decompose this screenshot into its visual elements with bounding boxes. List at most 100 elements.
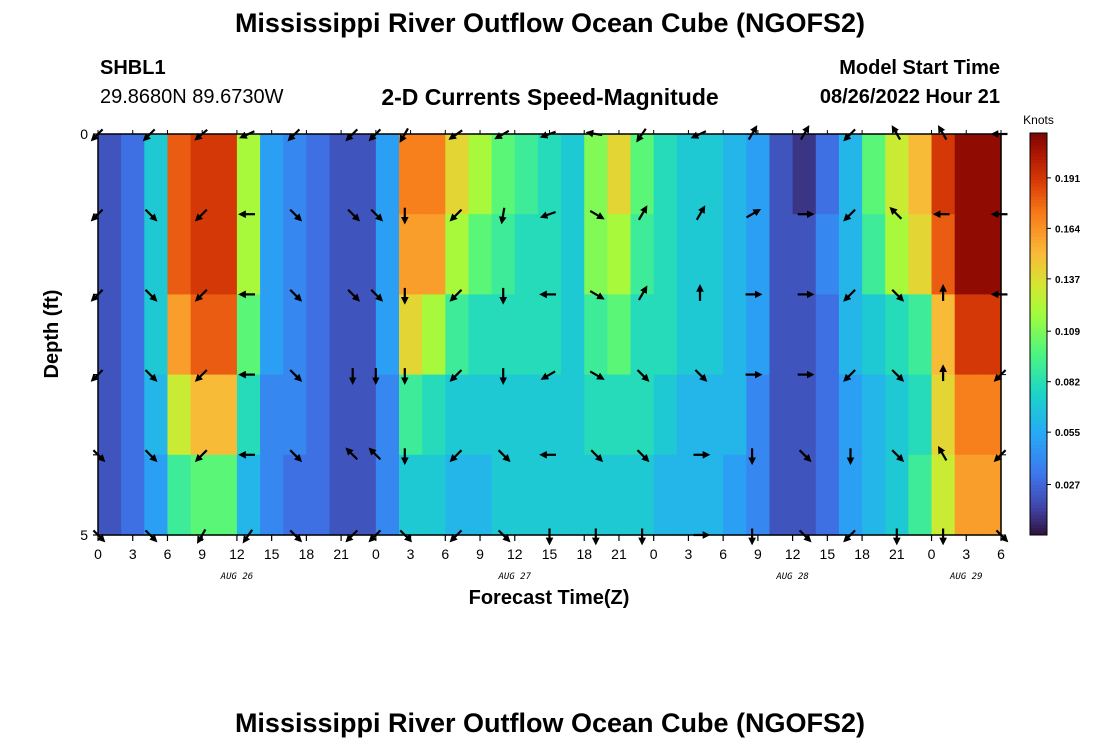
current-arrow <box>745 208 762 219</box>
heat-cell <box>584 134 608 215</box>
heat-cell <box>815 374 840 456</box>
heat-cell <box>121 294 145 376</box>
colorbar-segment <box>1030 327 1047 332</box>
heat-cell <box>769 454 794 536</box>
current-arrow <box>798 449 812 463</box>
heat-cell <box>908 454 933 536</box>
heat-cell <box>977 454 1002 536</box>
heat-cell <box>260 134 284 215</box>
heat-cell <box>630 294 655 376</box>
current-arrow <box>843 289 856 302</box>
x-tick-label: 9 <box>754 546 762 562</box>
current-arrow <box>449 208 463 222</box>
heat-cell <box>838 454 863 536</box>
heat-cell <box>375 214 400 295</box>
colorbar-segment <box>1030 226 1047 231</box>
heat-cell <box>815 294 840 376</box>
heat-cell <box>908 214 933 295</box>
heat-cell <box>491 454 516 536</box>
colorbar-segment <box>1030 213 1047 218</box>
heat-cell <box>723 294 747 376</box>
colorbar-segment <box>1030 518 1047 523</box>
current-arrow <box>194 208 208 222</box>
colorbar-segment <box>1030 444 1047 449</box>
x-tick-label: 6 <box>441 546 449 562</box>
heat-cell <box>954 214 979 295</box>
current-arrow <box>636 369 650 382</box>
colorbar-segment <box>1030 330 1047 335</box>
colorbar-title: Knots <box>1023 113 1054 127</box>
colorbar-segment <box>1030 233 1047 238</box>
x-tick-label: 21 <box>889 546 905 562</box>
heat-cell <box>954 374 979 456</box>
colorbar-segment <box>1030 397 1047 402</box>
colorbar-segment <box>1030 196 1047 201</box>
colorbar-segment <box>1030 300 1047 305</box>
current-arrow <box>891 289 905 302</box>
heat-cell <box>375 454 400 536</box>
x-tick-label: 6 <box>997 546 1005 562</box>
heat-cell <box>977 214 1002 295</box>
heat-cell <box>213 294 238 376</box>
colorbar-segment <box>1030 354 1047 358</box>
colorbar-segment <box>1030 297 1047 301</box>
heat-cell <box>514 134 539 215</box>
colorbar-segment <box>1030 166 1047 171</box>
heat-cell <box>838 374 863 456</box>
heat-cell <box>954 134 979 215</box>
heat-cell <box>885 214 909 295</box>
colorbar-segment <box>1030 156 1047 161</box>
heat-cell <box>561 134 585 215</box>
x-axis-title: Forecast Time(Z) <box>469 587 630 609</box>
heat-cell <box>167 134 192 215</box>
colorbar-segment <box>1030 491 1047 496</box>
current-arrow <box>345 447 359 461</box>
y-axis-title: Depth (ft) <box>41 290 63 379</box>
colorbar-segment <box>1030 488 1047 492</box>
heat-cell <box>537 294 562 376</box>
colorbar: Knots 0.191 0.164 0.137 0.109 0.082 0.055 0.027 <box>1023 113 1080 536</box>
heat-cell <box>838 214 863 295</box>
heat-cell <box>746 454 771 536</box>
x-tick-label: 6 <box>719 546 727 562</box>
heat-cell <box>190 214 215 295</box>
current-arrow <box>498 207 507 225</box>
heat-cell <box>329 454 354 536</box>
heat-cell <box>700 374 724 456</box>
heat-cell <box>121 134 145 215</box>
colorbar-segment <box>1030 173 1047 178</box>
heat-cell <box>329 374 354 456</box>
colorbar-segment <box>1030 401 1047 405</box>
colorbar-segment <box>1030 210 1047 214</box>
x-tick-label: 0 <box>650 546 658 562</box>
heat-cell <box>98 374 122 456</box>
heat-cell <box>422 134 446 215</box>
heat-cell <box>908 294 933 376</box>
heat-cell <box>908 374 933 456</box>
colorbar-segment <box>1030 290 1047 295</box>
heat-cell <box>167 374 192 456</box>
heat-cell <box>607 134 632 215</box>
colorbar-segment <box>1030 136 1047 141</box>
colorbar-segment <box>1030 528 1047 533</box>
heat-cell <box>375 374 400 456</box>
heat-cell <box>352 294 377 376</box>
heat-cell <box>862 134 886 215</box>
x-tick-label: 18 <box>576 546 592 562</box>
heat-cell <box>236 134 261 215</box>
current-arrow <box>144 449 158 463</box>
heat-cell <box>584 214 608 295</box>
colorbar-segment <box>1030 260 1047 265</box>
heat-cell <box>746 294 771 376</box>
heat-cell <box>954 454 979 536</box>
y-tick-label: 5 <box>80 527 88 543</box>
colorbar-segment <box>1030 200 1047 204</box>
heat-cell <box>723 214 747 295</box>
heat-cell <box>260 294 284 376</box>
heat-cell <box>445 454 470 536</box>
colorbar-segment <box>1030 189 1047 194</box>
colorbar-segment <box>1030 390 1047 395</box>
colorbar-segment <box>1030 427 1047 432</box>
heat-cell <box>561 294 585 376</box>
heat-cell <box>676 454 701 536</box>
